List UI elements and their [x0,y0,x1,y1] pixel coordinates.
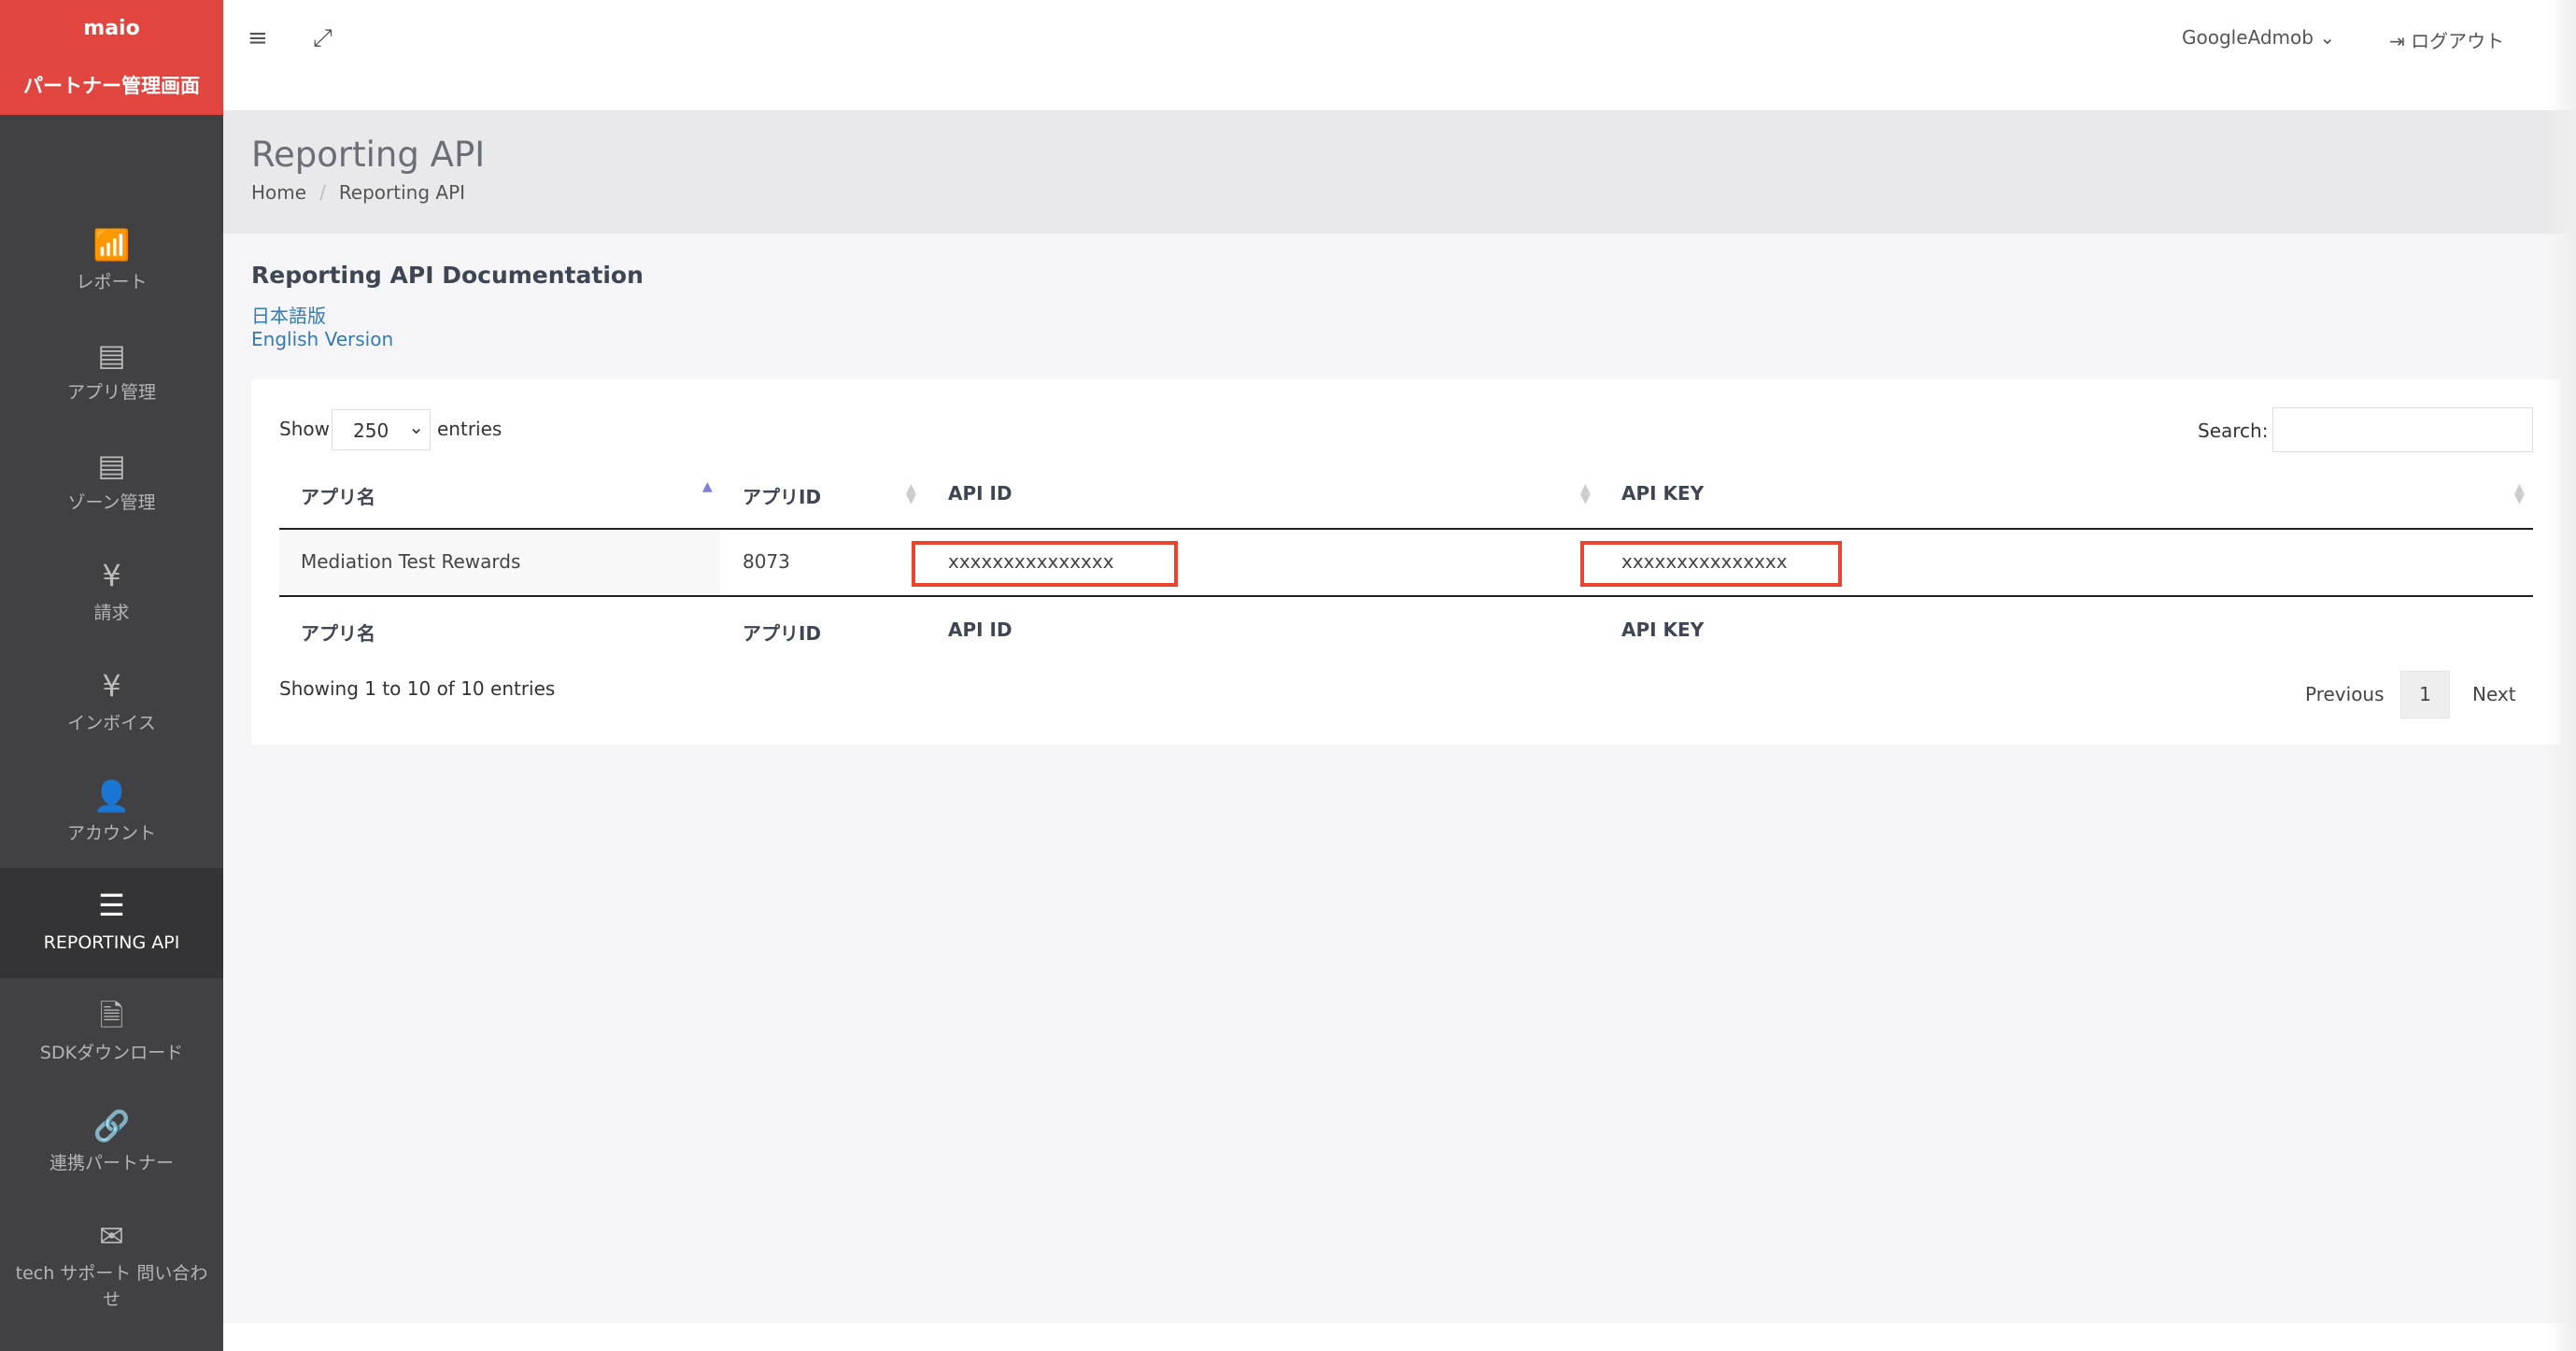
user-icon: 👤 [92,778,131,814]
docs-link-japanese[interactable]: 日本語版 [251,305,326,327]
footer-header-api-id: API ID [948,619,1012,641]
logout-label: ログアウト [2411,30,2505,52]
bar-chart-icon: 📶 [92,227,131,263]
sidebar-item-label: レポート [76,272,148,292]
sidebar-item-report[interactable]: 📶 レポート [0,207,223,318]
sidebar-item-sdk-download[interactable]: 🗎 SDKダウンロード [0,978,223,1088]
sidebar-item-partners[interactable]: 🔗 連携パートナー [0,1088,223,1199]
page-header: Reporting API Home / Reporting API [223,110,2576,234]
show-label: Show [279,418,330,440]
page-length-select[interactable]: 250 ⌄ [332,409,431,450]
sidebar-item-tech-support[interactable]: ✉ tech サポート 問い合わせ [0,1199,223,1339]
sidebar-item-app-management[interactable]: ▤ アプリ管理 [0,318,223,428]
logout-button[interactable]: ⇥ ログアウト [2389,26,2504,53]
sidebar-item-label: アカウント [66,823,156,844]
highlight-box-api-id [912,541,1178,587]
pagination-next[interactable]: Next [2472,683,2516,705]
sidebar-item-zone-management[interactable]: ▤ ゾーン管理 [0,428,223,538]
brand-header[interactable]: maio パートナー管理画面 [0,0,223,115]
fullscreen-icon[interactable]: ⤢ [313,24,333,52]
link-icon: 🔗 [92,1108,131,1144]
header-divider [279,528,2533,530]
breadcrumb-current: Reporting API [338,181,466,204]
footer-header-app-name: アプリ名 [301,622,375,645]
yen-icon: ¥ [102,668,121,704]
sidebar-item-label: アプリ管理 [66,382,156,403]
cell-app-name: Mediation Test Rewards [301,550,521,573]
cell-app-id: 8073 [743,550,790,573]
yen-icon: ¥ [102,558,121,593]
sidebar-item-label: ゾーン管理 [67,492,156,513]
envelope-icon: ✉ [99,1218,124,1254]
search-input[interactable] [2272,407,2533,452]
highlight-box-api-key [1580,541,1842,587]
page-length-value: 250 [353,420,389,442]
footer-header-app-id: アプリID [743,622,822,645]
sidebar-item-label: REPORTING API [43,932,180,953]
brand-logo: maio [83,17,140,40]
pagination-page-1[interactable]: 1 [2400,671,2450,718]
search-label: Search: [2198,420,2269,442]
menu-toggle-icon[interactable]: ≡ [248,24,268,52]
chevron-down-icon: ⌄ [408,416,424,438]
list-icon: ☰ [98,888,125,923]
column-header-app-id[interactable]: アプリID [743,486,822,508]
sidebar-item-label: SDKダウンロード [39,1043,184,1063]
sidebar-item-label: 連携パートナー [49,1153,174,1173]
column-header-api-key[interactable]: API KEY [1621,482,1705,505]
sort-both-icon[interactable]: ▲ ▼ [906,481,916,506]
sidebar: maio パートナー管理画面 📶 レポート ▤ アプリ管理 ▤ ゾーン管理 ¥ 請求 ¥… [0,0,223,1351]
sidebar-item-reporting-api[interactable]: ☰ REPORTING API [0,868,223,978]
sidebar-item-account[interactable]: 👤 アカウント [0,759,223,869]
list-alt-icon: ▤ [97,448,126,483]
docs-link-english[interactable]: English Version [251,328,394,350]
column-header-app-name[interactable]: アプリ名 [301,486,375,508]
sidebar-item-invoice[interactable]: ¥ インボイス [0,648,223,759]
list-alt-icon: ▤ [97,337,126,373]
table-info: Showing 1 to 10 of 10 entries [279,677,556,700]
page-title: Reporting API [251,135,486,175]
file-download-icon: 🗎 [99,998,124,1033]
sort-asc-icon[interactable]: ▲ [702,479,713,494]
sidebar-item-billing[interactable]: ¥ 請求 [0,538,223,648]
scrollbar[interactable] [2547,0,2576,1351]
user-dropdown[interactable]: GoogleAdmob ⌄ [2182,26,2336,49]
breadcrumb: Home / Reporting API [251,181,465,204]
sidebar-item-label: tech サポート 問い合わせ [15,1263,208,1310]
column-header-api-id[interactable]: API ID [948,482,1012,505]
docs-heading: Reporting API Documentation [251,262,644,289]
entries-label: entries [437,418,502,440]
sidebar-item-label: インボイス [67,713,156,733]
sort-both-icon[interactable]: ▲ ▼ [2514,481,2525,506]
logout-icon: ⇥ [2389,30,2405,52]
sort-both-icon[interactable]: ▲ ▼ [1580,481,1591,506]
breadcrumb-separator: / [319,181,326,204]
sidebar-item-label: 請求 [93,603,130,623]
footer-divider [279,595,2533,597]
top-bar: ≡ ⤢ [223,0,2576,110]
cell-api-key: xxxxxxxxxxxxxxx [1621,550,1788,573]
sorted-cell-bg [279,530,720,595]
pagination-previous[interactable]: Previous [2305,683,2385,705]
cell-api-id: xxxxxxxxxxxxxxx [948,550,1114,573]
brand-subtitle: パートナー管理画面 [23,75,200,97]
breadcrumb-home[interactable]: Home [251,181,307,204]
footer-header-api-key: API KEY [1621,619,1705,641]
